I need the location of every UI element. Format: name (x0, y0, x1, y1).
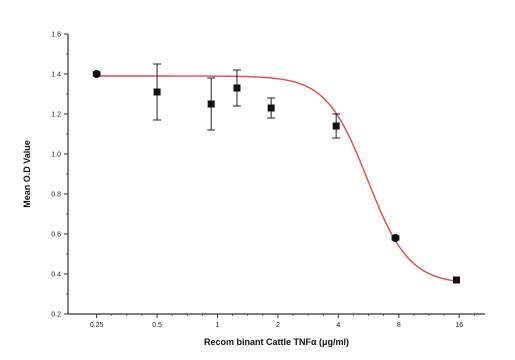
x-tick-label: 0.25 (90, 322, 104, 329)
y-tick-label: 1.2 (51, 112, 61, 119)
data-point (452, 276, 460, 284)
error-bars (92, 63, 400, 241)
x-tick-label: 2 (276, 322, 280, 329)
data-point (153, 88, 161, 96)
y-tick-label: 1.0 (51, 152, 61, 159)
x-tick-label: 4 (336, 322, 340, 329)
data-point (233, 84, 241, 92)
x-tick-label: 16 (455, 322, 463, 329)
y-tick-label: 0.2 (51, 312, 61, 319)
y-axis-label: Mean O.D Value (22, 140, 32, 208)
y-tick-label: 1.6 (51, 32, 61, 39)
x-tick-label: 8 (397, 322, 401, 329)
fit-curve (96, 75, 457, 282)
x-axis-label: Recom binant Cattle TNFα (μg/ml) (204, 337, 349, 347)
data-point (207, 100, 215, 108)
y-tick-label: 0.8 (51, 192, 61, 199)
axes: 0.2 0.4 0.6 0.8 1.0 1.2 1.4 1.6 0.25 0.5 1 2 4 8 16 (51, 32, 485, 329)
data-point (332, 122, 340, 130)
y-tick-label: 1.4 (51, 72, 61, 79)
data-point (267, 104, 275, 112)
data-points (92, 70, 460, 284)
x-tick-label: 0.5 (152, 322, 162, 329)
data-point (391, 234, 400, 242)
x-tick-label: 1 (216, 322, 220, 329)
data-point (92, 70, 101, 78)
y-tick-label: 0.4 (51, 272, 61, 279)
y-tick-label: 0.6 (51, 232, 61, 239)
fit-curve-layer (96, 75, 457, 282)
